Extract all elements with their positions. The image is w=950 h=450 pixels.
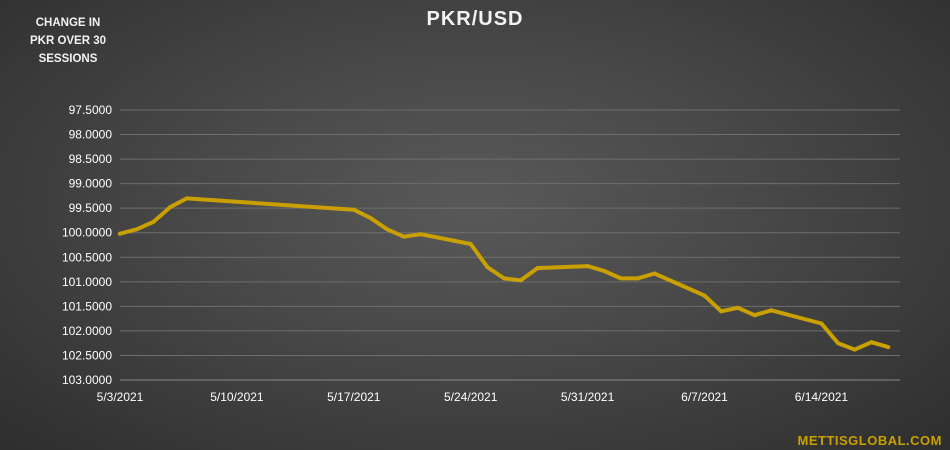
data-point bbox=[652, 271, 657, 276]
data-point bbox=[819, 321, 824, 326]
data-point bbox=[602, 269, 607, 274]
data-point bbox=[535, 266, 540, 271]
data-point bbox=[168, 205, 173, 210]
data-point bbox=[769, 308, 774, 313]
side-caption: CHANGE IN PKR OVER 30 SESSIONS bbox=[14, 14, 122, 68]
gridlines bbox=[120, 109, 900, 381]
data-point bbox=[418, 232, 423, 237]
watermark: METTISGLOBAL.COM bbox=[797, 433, 942, 448]
data-point bbox=[518, 278, 523, 283]
x-tick-label: 6/14/2021 bbox=[795, 390, 849, 404]
data-point bbox=[836, 341, 841, 346]
y-tick-label: 101.0000 bbox=[62, 275, 112, 289]
x-axis: 5/3/2021 5/10/2021 5/17/2021 5/24/2021 5/31/… bbox=[97, 379, 900, 404]
y-tick-label: 99.5000 bbox=[69, 201, 113, 215]
data-point bbox=[118, 231, 122, 236]
y-axis: 97.5000 98.0000 98.5000 99.0000 99.5000 100.0… bbox=[62, 103, 112, 387]
x-tick-label: 5/10/2021 bbox=[210, 390, 264, 404]
data-point bbox=[468, 242, 473, 247]
y-tick-label: 103.0000 bbox=[62, 373, 112, 387]
y-tick-label: 98.0000 bbox=[69, 128, 113, 142]
data-point bbox=[401, 234, 406, 239]
data-point bbox=[702, 293, 707, 298]
data-point bbox=[151, 219, 156, 224]
y-tick-label: 99.0000 bbox=[69, 177, 113, 191]
data-point bbox=[869, 340, 874, 345]
y-tick-label: 97.5000 bbox=[69, 103, 113, 117]
x-tick-label: 5/3/2021 bbox=[97, 390, 144, 404]
data-point bbox=[719, 309, 724, 314]
data-point bbox=[351, 207, 356, 212]
series-group bbox=[118, 196, 891, 352]
data-point bbox=[585, 264, 590, 269]
y-tick-label: 101.5000 bbox=[62, 299, 112, 313]
chart-title: PKR/USD bbox=[426, 8, 524, 30]
x-tick-label: 6/7/2021 bbox=[681, 390, 728, 404]
x-tick-label: 5/17/2021 bbox=[327, 390, 381, 404]
data-point bbox=[184, 196, 189, 201]
data-point bbox=[735, 305, 740, 310]
y-tick-label: 100.5000 bbox=[62, 250, 112, 264]
x-tick-label: 5/24/2021 bbox=[444, 390, 498, 404]
data-point bbox=[485, 265, 490, 270]
data-point bbox=[619, 276, 623, 281]
side-caption-line: CHANGE IN bbox=[35, 17, 101, 29]
data-point bbox=[385, 227, 390, 232]
data-point bbox=[886, 345, 891, 350]
y-tick-label: 102.0000 bbox=[62, 324, 112, 338]
data-point bbox=[134, 227, 139, 232]
data-point bbox=[852, 347, 857, 352]
side-caption-line: PKR OVER 30 bbox=[29, 35, 107, 47]
side-caption-line: SESSIONS bbox=[38, 53, 98, 65]
y-tick-label: 98.5000 bbox=[69, 152, 113, 166]
x-tick-label: 5/31/2021 bbox=[561, 390, 615, 404]
data-point bbox=[752, 313, 757, 318]
y-tick-label: 102.5000 bbox=[62, 348, 112, 362]
data-point bbox=[502, 276, 507, 281]
data-point bbox=[635, 276, 640, 281]
series-line bbox=[118, 196, 891, 352]
data-point bbox=[368, 216, 373, 220]
y-tick-label: 100.0000 bbox=[62, 226, 112, 240]
